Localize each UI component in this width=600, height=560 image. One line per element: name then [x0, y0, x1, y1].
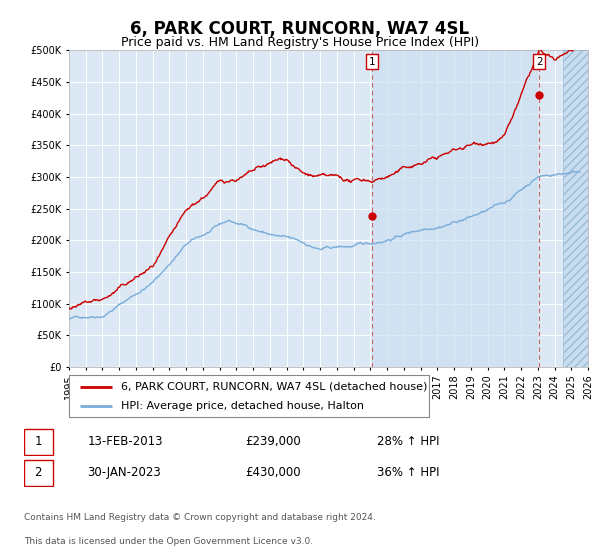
FancyBboxPatch shape — [24, 429, 53, 455]
Text: 6, PARK COURT, RUNCORN, WA7 4SL (detached house): 6, PARK COURT, RUNCORN, WA7 4SL (detache… — [121, 381, 428, 391]
Text: £239,000: £239,000 — [245, 435, 301, 449]
Text: £430,000: £430,000 — [245, 466, 301, 479]
Text: 36% ↑ HPI: 36% ↑ HPI — [377, 466, 440, 479]
Text: 1: 1 — [35, 435, 42, 449]
Text: 13-FEB-2013: 13-FEB-2013 — [88, 435, 163, 449]
Text: 1: 1 — [369, 57, 376, 67]
FancyBboxPatch shape — [24, 460, 53, 486]
Text: 2: 2 — [536, 57, 542, 67]
Text: Price paid vs. HM Land Registry's House Price Index (HPI): Price paid vs. HM Land Registry's House … — [121, 36, 479, 49]
Text: 6, PARK COURT, RUNCORN, WA7 4SL: 6, PARK COURT, RUNCORN, WA7 4SL — [130, 20, 470, 38]
Bar — [563, 50, 588, 367]
FancyBboxPatch shape — [69, 375, 429, 417]
Text: HPI: Average price, detached house, Halton: HPI: Average price, detached house, Halt… — [121, 401, 364, 411]
Text: Contains HM Land Registry data © Crown copyright and database right 2024.: Contains HM Land Registry data © Crown c… — [24, 513, 376, 522]
Text: This data is licensed under the Open Government Licence v3.0.: This data is licensed under the Open Gov… — [24, 537, 313, 546]
Text: 28% ↑ HPI: 28% ↑ HPI — [377, 435, 440, 449]
Text: 2: 2 — [35, 466, 42, 479]
Bar — [563, 50, 588, 367]
Bar — [372, 50, 539, 367]
Text: 30-JAN-2023: 30-JAN-2023 — [88, 466, 161, 479]
